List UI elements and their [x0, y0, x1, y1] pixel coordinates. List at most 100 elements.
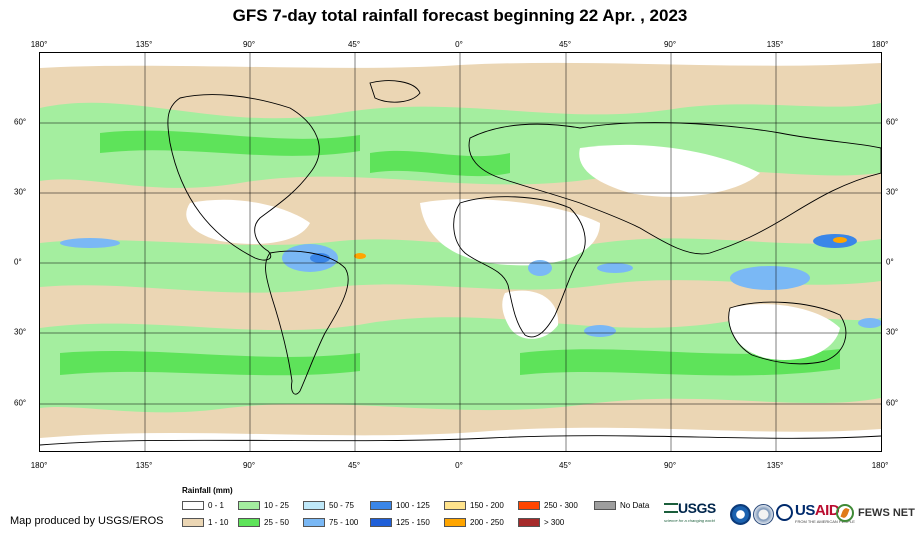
lat-label-left: 30°: [14, 327, 27, 337]
lat-label-left: 60°: [14, 398, 27, 408]
lon-label-bottom: 180°: [30, 461, 48, 470]
legend-item: 200 - 250: [444, 517, 504, 527]
lon-label-bottom: 90°: [663, 461, 677, 470]
lon-label-top: 135°: [135, 40, 153, 49]
lon-label-bottom: 135°: [766, 461, 784, 470]
lon-label-bottom: 90°: [242, 461, 256, 470]
legend-item: 50 - 75: [303, 500, 354, 510]
north-america-dry-area: [186, 199, 310, 244]
lon-label-bottom: 0°: [455, 461, 463, 470]
usaid-wordmark: USAID: [795, 502, 840, 519]
commerce-seal-icon: [753, 504, 774, 525]
australia-dry-area: [729, 304, 840, 360]
lon-label-bottom: 180°: [871, 461, 889, 470]
lat-label-left: 30°: [14, 187, 27, 197]
legend-item: 125 - 150: [370, 517, 430, 527]
legend-swatch: [238, 517, 260, 527]
legend-label: 200 - 250: [470, 517, 504, 527]
north-atlantic-band: [370, 150, 510, 177]
legend-swatch: [444, 500, 466, 510]
lon-label-top: 135°: [766, 40, 784, 49]
legend-swatch: [303, 517, 325, 527]
usgs-wave-icon: [664, 503, 678, 513]
rainfall-map[interactable]: [39, 52, 882, 452]
lon-label-top: 45°: [347, 40, 361, 49]
south-pacific-band: [60, 351, 360, 376]
sahara-dry-area: [420, 199, 600, 266]
lon-label-top: 180°: [871, 40, 889, 49]
lat-label-right: 30°: [886, 327, 899, 337]
map-title: GFS 7-day total rainfall forecast beginn…: [232, 6, 688, 25]
lon-label-bottom: 135°: [135, 461, 153, 470]
legend-swatch: [518, 517, 540, 527]
legend-swatch: [238, 500, 260, 510]
legend-label: 1 - 10: [208, 517, 229, 527]
legend-swatch: [594, 500, 616, 510]
partner-logos: USGS science for a changing world USAID …: [664, 500, 916, 528]
legend-swatch: [370, 517, 392, 527]
legend-item: 1 - 10: [182, 517, 228, 527]
legend-label: No Data: [620, 500, 650, 510]
lat-label-left: 60°: [14, 117, 27, 127]
lon-label-top: 0°: [455, 40, 463, 49]
country-boundaries: [40, 80, 881, 446]
congo-heavy-rain: [528, 260, 552, 276]
south-indian-heavy-rain: [584, 325, 616, 337]
legend-label: 125 - 150: [396, 517, 430, 527]
amazon-core-rain: [310, 253, 330, 263]
legend-item: 25 - 50: [238, 517, 289, 527]
legend-label: 250 - 300: [544, 500, 578, 510]
rain-band-layer: [40, 102, 881, 413]
usaid-prefix: US: [795, 502, 815, 519]
west-pacific-peak-rain: [833, 237, 847, 243]
guiana-peak-rain: [354, 253, 366, 259]
southern-africa-dry-area: [502, 290, 559, 339]
map-credit: Map produced by USGS/EROS: [10, 515, 164, 527]
legend-item: 250 - 300: [518, 500, 578, 510]
legend-swatch: [182, 500, 204, 510]
lon-label-top: 90°: [242, 40, 256, 49]
lat-label-right: 60°: [886, 117, 899, 127]
lat-label-left: 0°: [14, 257, 22, 267]
antarctica-outline: [40, 435, 881, 446]
legend-item: No Data: [594, 500, 649, 510]
legend-label: 150 - 200: [470, 500, 504, 510]
lon-label-bottom: 45°: [347, 461, 361, 470]
legend-item: > 300: [518, 517, 564, 527]
north-pacific-band: [100, 130, 360, 156]
usgs-logo: USGS science for a changing world: [664, 500, 724, 528]
legend-label: 100 - 125: [396, 500, 430, 510]
north-america-outline: [167, 94, 320, 261]
legend-swatch: [444, 517, 466, 527]
legend-label: 25 - 50: [264, 517, 289, 527]
australia-outline: [728, 301, 847, 365]
legend-swatch: [518, 500, 540, 510]
south-america-outline: [265, 250, 349, 395]
legend-swatch: [182, 517, 204, 527]
lon-label-top: 180°: [30, 40, 48, 49]
central-pacific-heavy-rain: [60, 238, 120, 248]
usgs-tagline: science for a changing world: [664, 518, 715, 523]
lon-label-bottom: 45°: [558, 461, 572, 470]
rainfall-map-svg: [40, 53, 881, 451]
legend-item: 100 - 125: [370, 500, 430, 510]
tasman-heavy-rain: [858, 318, 881, 328]
indian-ocean-heavy-rain: [597, 263, 633, 273]
usaid-logo: USAID FROM THE AMERICAN PEOPLE: [776, 500, 855, 528]
fews-net-logo: FEWS NET: [836, 500, 916, 528]
noaa-seal-icon: [730, 504, 751, 525]
legend-item: 10 - 25: [238, 500, 289, 510]
lat-label-right: 30°: [886, 187, 899, 197]
legend-swatch: [370, 500, 392, 510]
usaid-seal-icon: [776, 504, 793, 521]
legend-title: Rainfall (mm): [182, 486, 233, 495]
indonesia-heavy-rain: [730, 266, 810, 290]
fews-leaf-icon: [836, 504, 854, 522]
lon-label-top: 90°: [663, 40, 677, 49]
legend-label: 10 - 25: [264, 500, 289, 510]
legend-label: 0 - 1: [208, 500, 225, 510]
africa-outline: [453, 196, 586, 338]
lon-label-top: 45°: [558, 40, 572, 49]
lat-label-right: 0°: [886, 257, 894, 267]
legend-label: > 300: [544, 517, 565, 527]
